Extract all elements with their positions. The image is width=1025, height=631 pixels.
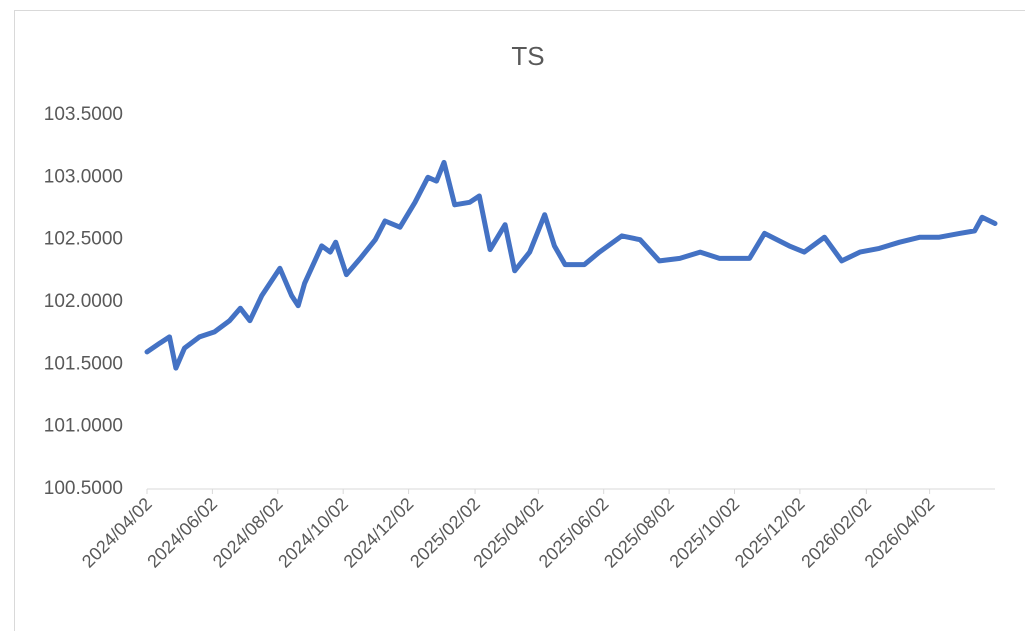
- y-tick-label: 100.5000: [44, 478, 123, 499]
- y-tick-label: 102.5000: [44, 229, 123, 250]
- y-tick-label: 102.0000: [44, 291, 123, 312]
- chart-border: [14, 10, 1025, 631]
- chart-title: TS: [511, 41, 544, 71]
- y-tick-label: 103.0000: [44, 166, 123, 187]
- y-tick-label: 101.5000: [44, 353, 123, 374]
- y-tick-label: 103.5000: [44, 104, 123, 125]
- line-series: [144, 159, 998, 371]
- y-tick-label: 101.0000: [44, 416, 123, 437]
